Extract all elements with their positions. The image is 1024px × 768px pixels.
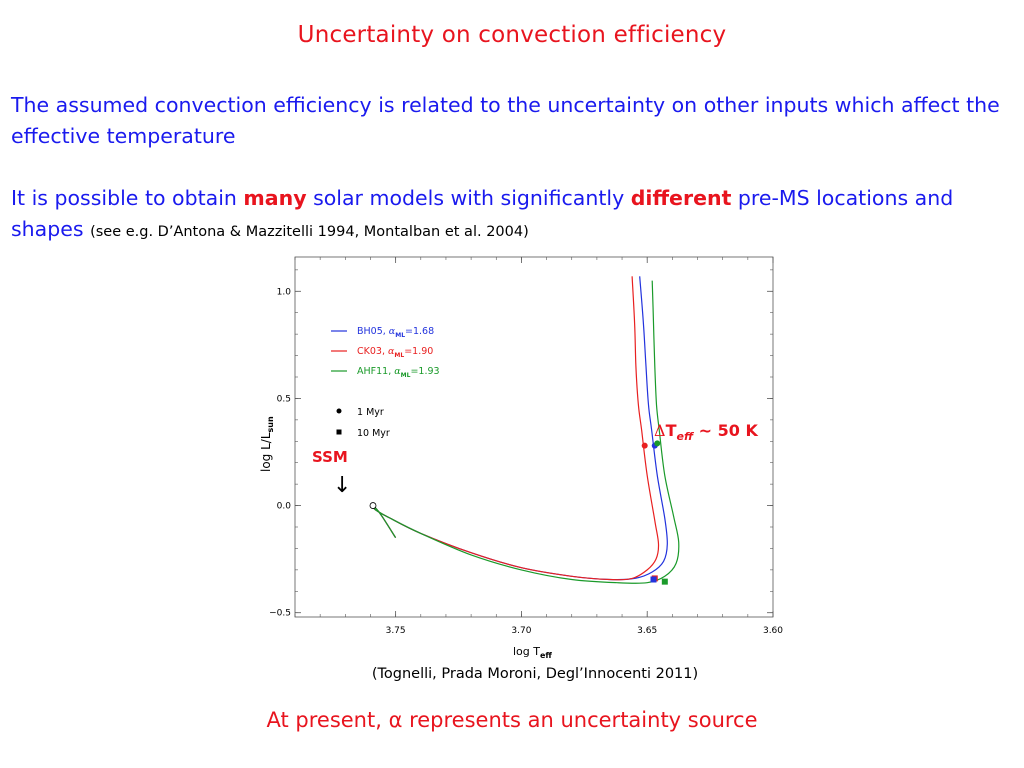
x-axis-label-sub: eff bbox=[540, 651, 552, 660]
legend-alpha-value: =1.90 bbox=[404, 346, 433, 357]
legend-alpha-symbol: α bbox=[389, 326, 396, 337]
axes: 3.75 3.70 3.65 3.60 1.0 0.5 0.0 −0.5 bbox=[269, 257, 783, 636]
y-axis-label-main: log L/L bbox=[259, 432, 273, 472]
legend-alpha-value: =1.68 bbox=[405, 326, 434, 337]
legend-marker-circle bbox=[336, 408, 342, 414]
legend-name: BH05, bbox=[357, 326, 389, 337]
delta-teff-label: ΔTeff ~ 50 K bbox=[654, 421, 758, 443]
x-tick-label: 3.75 bbox=[386, 626, 406, 636]
bottom-statement: At present, α represents an uncertainty … bbox=[266, 708, 758, 732]
legend-name: AHF11, bbox=[357, 366, 394, 377]
legend-alpha-sub: ML bbox=[401, 372, 411, 379]
legend-label-ck03: CK03, αML=1.90 bbox=[357, 346, 433, 359]
ssm-marker bbox=[369, 502, 377, 509]
y-axis-label: log L/Lsun bbox=[259, 416, 275, 472]
delta-teff-value: ~ 50 K bbox=[693, 421, 758, 440]
legend-name: CK03, bbox=[357, 346, 388, 357]
series-line-ahf11 bbox=[372, 280, 680, 584]
x-tick-label: 3.70 bbox=[511, 626, 531, 636]
y-tick-label: 1.0 bbox=[277, 287, 292, 297]
y-tick-label: −0.5 bbox=[269, 609, 291, 619]
paragraph-convection-efficiency: The assumed convection efficiency is rel… bbox=[11, 93, 1000, 148]
delta-teff-sub: eff bbox=[676, 430, 694, 443]
legend-marker-label: 1 Myr bbox=[357, 407, 384, 418]
plot-frame bbox=[294, 256, 774, 618]
legend-label-ahf11: AHF11, αML=1.93 bbox=[357, 366, 440, 379]
legend-alpha-sub: ML bbox=[395, 332, 405, 339]
emphasis-different: different bbox=[630, 186, 732, 210]
legend-alpha-symbol: α bbox=[388, 346, 395, 357]
y-axis-label-sub: sun bbox=[266, 416, 275, 432]
paragraph-solar-models: It is possible to obtain many solar mode… bbox=[11, 183, 1011, 248]
x-tick-label: 3.60 bbox=[763, 626, 783, 636]
emphasis-many: many bbox=[243, 186, 307, 210]
legend-alpha-symbol: α bbox=[394, 366, 401, 377]
delta-teff-T: T bbox=[666, 421, 677, 440]
legend-marker-label: 10 Myr bbox=[357, 428, 390, 439]
ssm-label: SSM bbox=[312, 448, 348, 466]
legend-alpha-value: =1.93 bbox=[410, 366, 439, 377]
legend-marker-square bbox=[336, 429, 342, 435]
figure-caption: (Tognelli, Prada Moroni, Degl’Innocenti … bbox=[371, 666, 699, 682]
para2-text-c: pre-MS locations and shapes bbox=[11, 186, 954, 241]
marker-10myr-bh05 bbox=[650, 576, 657, 583]
marker-1myr-ahf11 bbox=[654, 440, 661, 447]
ssm-arrow: ↓ bbox=[333, 473, 351, 498]
x-tick-label: 3.65 bbox=[637, 626, 657, 636]
para2-text-a: It is possible to obtain bbox=[11, 186, 244, 210]
marker-1myr-ck03 bbox=[641, 442, 648, 449]
series-line-bh05 bbox=[372, 276, 668, 581]
marker-10myr-ahf11 bbox=[661, 578, 668, 585]
y-tick-label: 0.5 bbox=[277, 394, 291, 404]
x-axis-label-main: log T bbox=[513, 645, 540, 658]
markers-group bbox=[369, 440, 668, 585]
series-group bbox=[372, 276, 680, 584]
y-tick-label: 0.0 bbox=[277, 502, 292, 512]
para2-text-b: solar models with significantly bbox=[306, 186, 631, 210]
legend-label-bh05: BH05, αML=1.68 bbox=[357, 326, 434, 339]
para2-citation: (see e.g. D’Antona & Mazzitelli 1994, Mo… bbox=[90, 224, 529, 240]
series-line-ck03 bbox=[372, 276, 660, 581]
delta-symbol: Δ bbox=[654, 421, 666, 440]
x-axis-label: log Teff bbox=[513, 645, 552, 660]
legend-alpha-sub: ML bbox=[394, 352, 404, 359]
slide-title: Uncertainty on convection efficiency bbox=[297, 22, 727, 48]
